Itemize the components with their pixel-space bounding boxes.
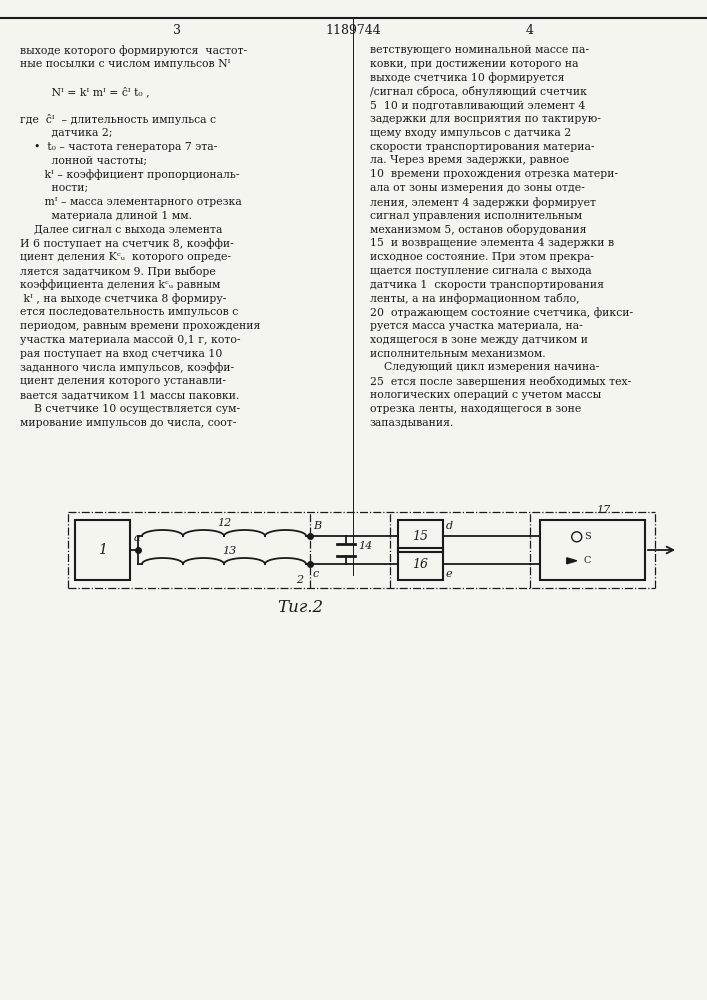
Text: В счетчике 10 осуществляется сум-: В счетчике 10 осуществляется сум- xyxy=(20,404,240,414)
Text: S: S xyxy=(584,532,590,541)
Text: B: B xyxy=(313,521,321,531)
Text: 13: 13 xyxy=(222,546,236,556)
Text: a: a xyxy=(134,533,140,543)
Text: 3: 3 xyxy=(173,23,181,36)
Text: Далее сигнал с выхода элемента: Далее сигнал с выхода элемента xyxy=(20,224,223,234)
Text: 15: 15 xyxy=(412,530,428,542)
Text: ала от зоны измерения до зоны отде-: ала от зоны измерения до зоны отде- xyxy=(370,183,585,193)
Text: ности;: ности; xyxy=(20,183,88,193)
Text: нологических операций с учетом массы: нологических операций с учетом массы xyxy=(370,390,601,400)
Polygon shape xyxy=(567,558,577,564)
Text: ные посылки с числом импульсов Nᴵ: ные посылки с числом импульсов Nᴵ xyxy=(20,59,230,69)
Text: рая поступает на вход счетчика 10: рая поступает на вход счетчика 10 xyxy=(20,349,223,359)
Text: /сигнал сброса, обнуляющий счетчик: /сигнал сброса, обнуляющий счетчик xyxy=(370,86,587,97)
Text: исполнительным механизмом.: исполнительным механизмом. xyxy=(370,349,546,359)
Text: Nᴵ = kᴵ mᴵ = ĉᴵ t₀ ,: Nᴵ = kᴵ mᴵ = ĉᴵ t₀ , xyxy=(20,86,150,97)
Text: коэффициента деления kᶜᵤ равным: коэффициента деления kᶜᵤ равным xyxy=(20,280,221,290)
Text: щему входу импульсов с датчика 2: щему входу импульсов с датчика 2 xyxy=(370,128,571,138)
Text: датчика 1  скорости транспортирования: датчика 1 скорости транспортирования xyxy=(370,280,604,290)
Text: 15  и возвращение элемента 4 задержки в: 15 и возвращение элемента 4 задержки в xyxy=(370,238,614,248)
Text: kᴵ , на выходе счетчика 8 формиру-: kᴵ , на выходе счетчика 8 формиру- xyxy=(20,293,226,304)
Bar xyxy=(75,520,130,580)
Text: d: d xyxy=(446,521,453,531)
Text: руется масса участка материала, на-: руется масса участка материала, на- xyxy=(370,321,583,331)
Text: участка материала массой 0,1 г, кото-: участка материала массой 0,1 г, кото- xyxy=(20,335,240,345)
Text: 25  ется после завершения необходимых тех-: 25 ется после завершения необходимых тех… xyxy=(370,376,631,387)
Text: датчика 2;: датчика 2; xyxy=(20,128,112,138)
Text: материала длиной 1 мм.: материала длиной 1 мм. xyxy=(20,211,192,221)
Text: задержки для восприятия по тактирую-: задержки для восприятия по тактирую- xyxy=(370,114,601,124)
Text: ленты, а на информационном табло,: ленты, а на информационном табло, xyxy=(370,293,580,304)
Text: 4: 4 xyxy=(526,23,534,36)
Text: вается задатчиком 11 массы паковки.: вается задатчиком 11 массы паковки. xyxy=(20,390,240,400)
Text: •  t₀ – частота генератора 7 эта-: • t₀ – частота генератора 7 эта- xyxy=(20,142,217,152)
Text: периодом, равным времени прохождения: периодом, равным времени прохождения xyxy=(20,321,260,331)
Text: ходящегося в зоне между датчиком и: ходящегося в зоне между датчиком и xyxy=(370,335,588,345)
Text: C: C xyxy=(584,556,591,565)
Text: лонной частоты;: лонной частоты; xyxy=(20,155,147,165)
Text: 1189744: 1189744 xyxy=(325,23,381,36)
Text: c: c xyxy=(313,569,320,579)
Text: 12: 12 xyxy=(217,518,231,528)
Text: отрезка ленты, находящегося в зоне: отрезка ленты, находящегося в зоне xyxy=(370,404,581,414)
Text: 2: 2 xyxy=(296,575,303,585)
Text: скорости транспортирования материа-: скорости транспортирования материа- xyxy=(370,142,595,152)
Text: выходе которого формируются  частот-: выходе которого формируются частот- xyxy=(20,45,247,56)
Text: kᴵ – коэффициент пропорциональ-: kᴵ – коэффициент пропорциональ- xyxy=(20,169,240,180)
Bar xyxy=(398,520,443,552)
Text: 14: 14 xyxy=(358,541,373,551)
Text: заданного числа импульсов, коэффи-: заданного числа импульсов, коэффи- xyxy=(20,362,234,373)
Text: ляется задатчиком 9. При выборе: ляется задатчиком 9. При выборе xyxy=(20,266,216,277)
Text: 20  отражающем состояние счетчика, фикси-: 20 отражающем состояние счетчика, фикси- xyxy=(370,307,633,318)
Text: циент деления которого устанавли-: циент деления которого устанавли- xyxy=(20,376,226,386)
Bar xyxy=(398,548,443,580)
Text: mᴵ – масса элементарного отрезка: mᴵ – масса элементарного отрезка xyxy=(20,197,242,207)
Text: 16: 16 xyxy=(412,558,428,570)
Text: ется последовательность импульсов с: ется последовательность импульсов с xyxy=(20,307,238,317)
Text: механизмом 5, останов оборудования: механизмом 5, останов оборудования xyxy=(370,224,587,235)
Text: запаздывания.: запаздывания. xyxy=(370,418,455,428)
Text: 1: 1 xyxy=(98,543,107,557)
Text: Τиг.2: Τиг.2 xyxy=(277,599,323,616)
Text: щается поступление сигнала с выхода: щается поступление сигнала с выхода xyxy=(370,266,592,276)
Text: 5  10 и подготавливающий элемент 4: 5 10 и подготавливающий элемент 4 xyxy=(370,100,585,110)
Text: 17: 17 xyxy=(596,505,610,515)
Text: мирование импульсов до числа, соот-: мирование импульсов до числа, соот- xyxy=(20,418,236,428)
Text: циент деления Kᶜᵤ  которого опреде-: циент деления Kᶜᵤ которого опреде- xyxy=(20,252,231,262)
Bar xyxy=(540,520,645,580)
Text: сигнал управления исполнительным: сигнал управления исполнительным xyxy=(370,211,582,221)
Text: ла. Через время задержки, равное: ла. Через время задержки, равное xyxy=(370,155,569,165)
Text: ления, элемент 4 задержки формирует: ления, элемент 4 задержки формирует xyxy=(370,197,596,208)
Text: ветствующего номинальной массе па-: ветствующего номинальной массе па- xyxy=(370,45,589,55)
Text: ковки, при достижении которого на: ковки, при достижении которого на xyxy=(370,59,578,69)
Text: Следующий цикл измерения начина-: Следующий цикл измерения начина- xyxy=(370,362,600,372)
Text: где  ĉᴵ  – длительность импульса с: где ĉᴵ – длительность импульса с xyxy=(20,114,216,125)
Text: 10  времени прохождения отрезка матери-: 10 времени прохождения отрезка матери- xyxy=(370,169,618,179)
Text: выходе счетчика 10 формируется: выходе счетчика 10 формируется xyxy=(370,73,564,83)
Text: И 6 поступает на счетчик 8, коэффи-: И 6 поступает на счетчик 8, коэффи- xyxy=(20,238,234,249)
Text: исходное состояние. При этом прекра-: исходное состояние. При этом прекра- xyxy=(370,252,594,262)
Text: e: e xyxy=(446,569,452,579)
